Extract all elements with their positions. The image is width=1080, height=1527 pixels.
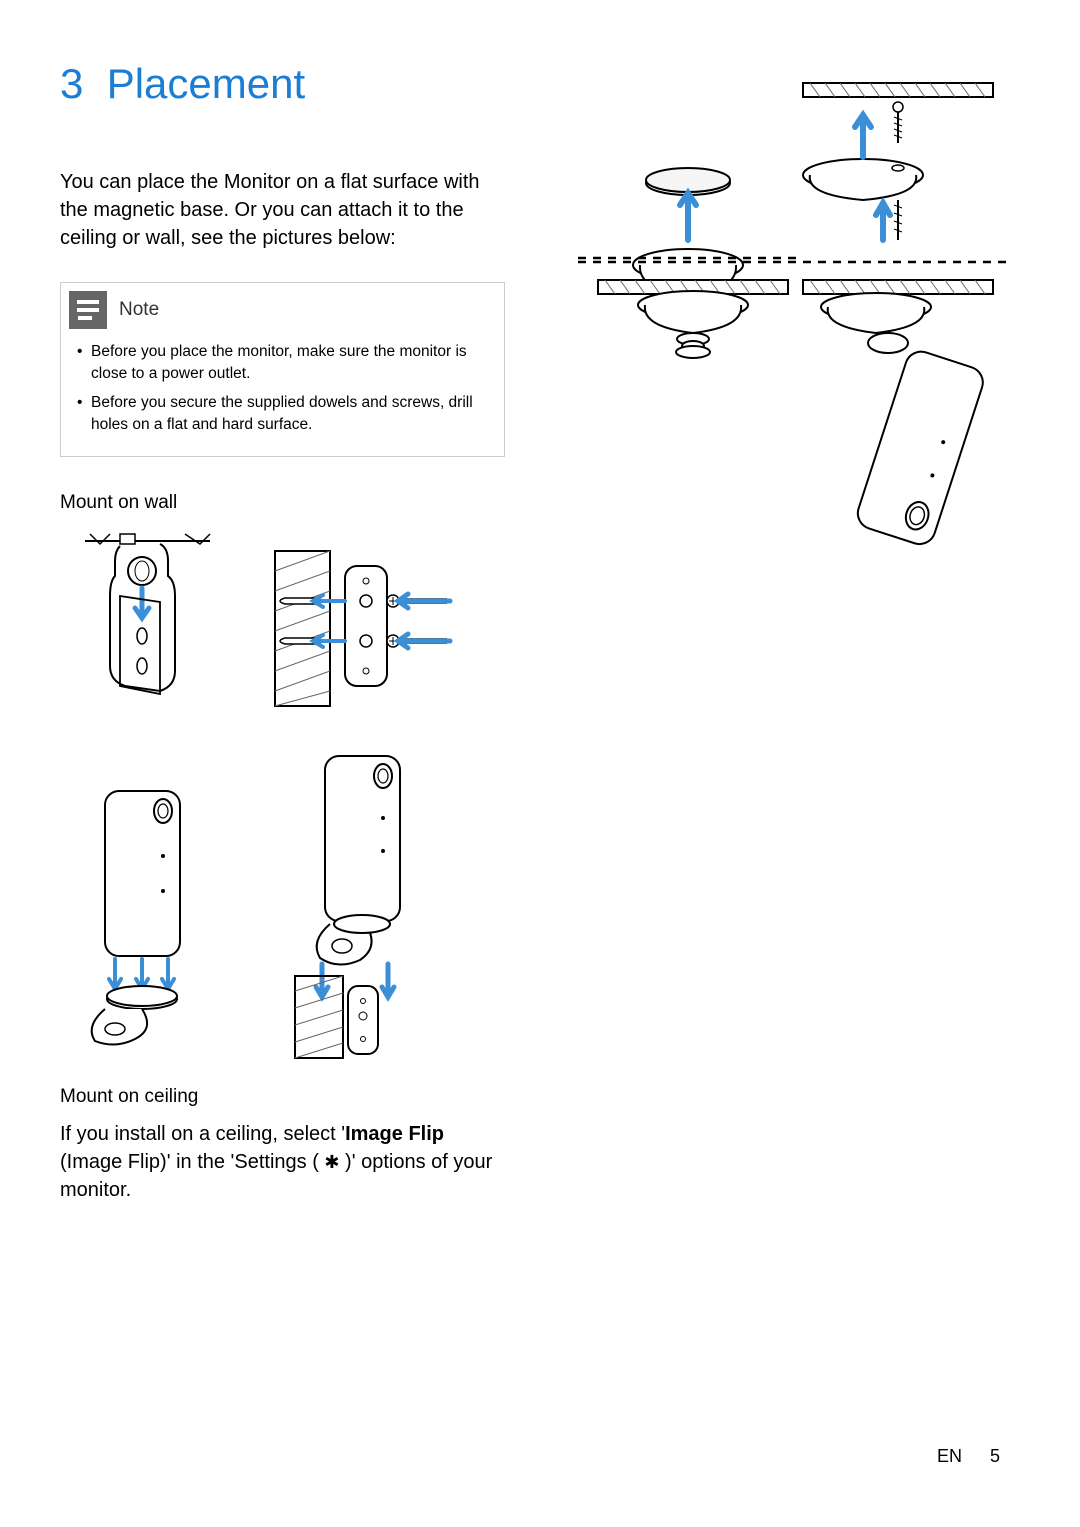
image-flip-label: Image Flip bbox=[345, 1123, 444, 1145]
ceiling-paragraph: If you install on a ceiling, select 'Ima… bbox=[60, 1120, 505, 1204]
wall-diagram-row-1 bbox=[60, 526, 505, 726]
camera-wallplate-diagram bbox=[250, 746, 440, 1066]
note-body: Before you place the monitor, make sure … bbox=[61, 341, 504, 456]
note-list: Before you place the monitor, make sure … bbox=[73, 341, 492, 436]
ceiling-text-p2: (Image Flip)' in the 'Settings ( bbox=[60, 1151, 324, 1173]
wall-heading: Mount on wall bbox=[60, 492, 505, 514]
note-title: Note bbox=[119, 299, 159, 321]
footer-page-number: 5 bbox=[990, 1446, 1000, 1467]
note-header: Note bbox=[61, 283, 504, 341]
ceiling-heading: Mount on ceiling bbox=[60, 1086, 505, 1108]
note-item: Before you secure the supplied dowels an… bbox=[73, 392, 492, 435]
note-box: Note Before you place the monitor, make … bbox=[60, 282, 505, 457]
wall-screws-diagram bbox=[255, 526, 485, 726]
footer-lang: EN bbox=[937, 1446, 962, 1467]
note-icon bbox=[69, 291, 107, 329]
page-footer: EN 5 bbox=[937, 1446, 1000, 1467]
chapter-number: 3 bbox=[60, 60, 83, 107]
note-item: Before you place the monitor, make sure … bbox=[73, 341, 492, 384]
ceiling-text-p1: If you install on a ceiling, select ' bbox=[60, 1123, 345, 1145]
intro-paragraph: You can place the Monitor on a flat surf… bbox=[60, 168, 505, 252]
wall-bracket-diagram bbox=[60, 526, 235, 726]
gear-icon: ✱ bbox=[324, 1150, 339, 1175]
wall-diagram-row-2 bbox=[60, 746, 505, 1066]
chapter-heading: 3 Placement bbox=[60, 60, 505, 108]
chapter-title: Placement bbox=[107, 60, 305, 107]
ceiling-diagram bbox=[578, 65, 978, 630]
camera-base-diagram bbox=[60, 746, 230, 1066]
